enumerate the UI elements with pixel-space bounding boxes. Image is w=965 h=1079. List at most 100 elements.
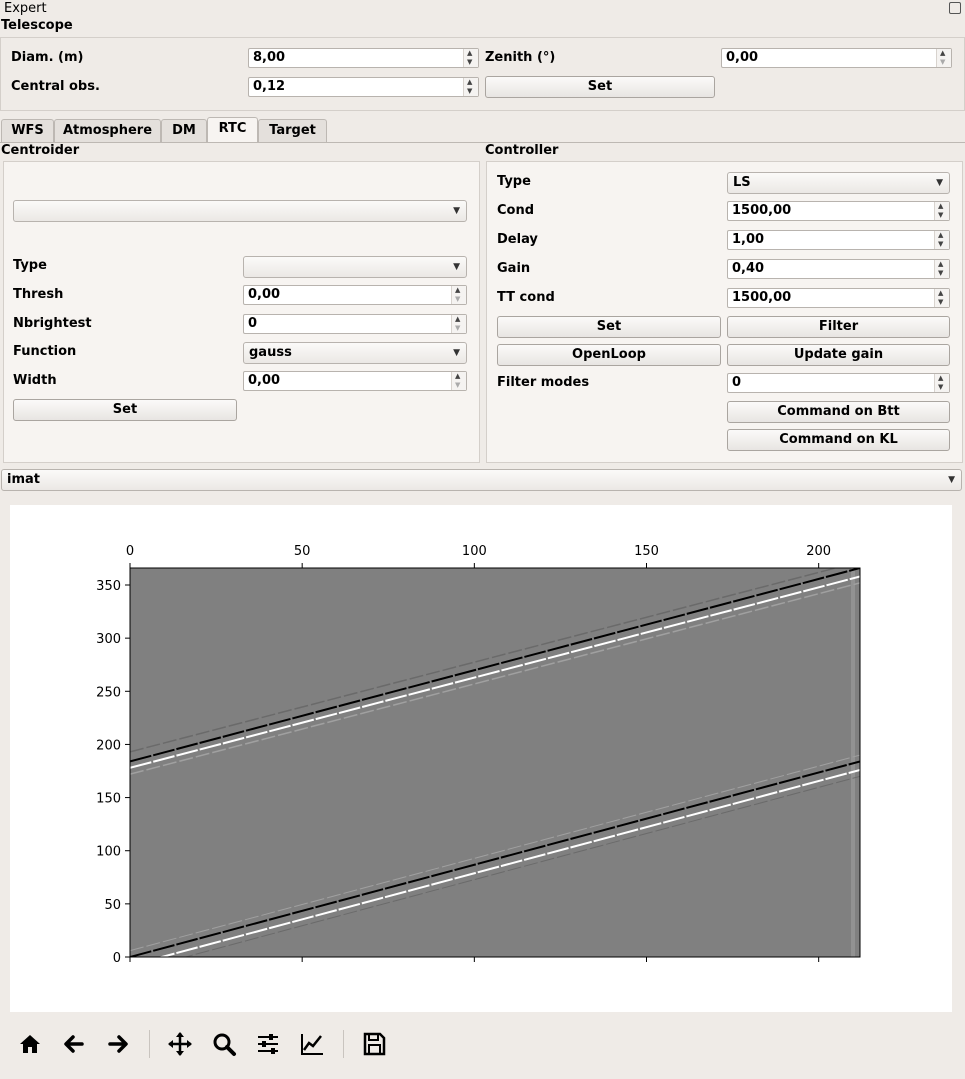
diam-spinbox[interactable]: 8,00 ▲ ▼ bbox=[248, 48, 479, 68]
x-tick-label: 0 bbox=[126, 544, 134, 559]
subplots-config-icon[interactable] bbox=[254, 1030, 282, 1058]
filter-button[interactable]: Filter bbox=[727, 316, 950, 338]
chevron-down-icon: ▼ bbox=[948, 475, 955, 485]
update-gain-button[interactable]: Update gain bbox=[727, 344, 950, 366]
filter-modes-spinbox[interactable]: 0 ▲ ▼ bbox=[727, 373, 950, 393]
diam-value: 8,00 bbox=[253, 50, 286, 65]
tab-wfs[interactable]: WFS bbox=[1, 119, 54, 142]
nbrightest-label: Nbrightest bbox=[13, 316, 92, 331]
plot-selector[interactable]: imat ▼ bbox=[1, 469, 962, 491]
cond-spinbox[interactable]: 1500,00 ▲ ▼ bbox=[727, 201, 950, 221]
toolbar-separator bbox=[149, 1030, 150, 1058]
gain-value: 0,40 bbox=[732, 261, 765, 276]
y-tick-label: 100 bbox=[96, 845, 121, 860]
y-tick-label: 300 bbox=[96, 632, 121, 647]
delay-value: 1,00 bbox=[732, 232, 765, 247]
faint-band bbox=[130, 582, 860, 775]
float-window-icon[interactable] bbox=[949, 2, 961, 14]
save-icon[interactable] bbox=[360, 1030, 388, 1058]
centroider-set-button[interactable]: Set bbox=[13, 399, 237, 421]
x-tick-label: 200 bbox=[806, 544, 831, 559]
controller-type-select[interactable]: LS ▼ bbox=[727, 172, 950, 194]
ttcond-spinbox[interactable]: 1500,00 ▲ ▼ bbox=[727, 288, 950, 308]
centroider-type-label: Type bbox=[13, 258, 47, 273]
y-tick-label: 150 bbox=[96, 792, 121, 807]
spin-arrows[interactable]: ▲ ▼ bbox=[936, 49, 951, 67]
thresh-spinbox[interactable]: 0,00 ▲ ▼ bbox=[243, 285, 467, 305]
imat-band-lower bbox=[130, 760, 860, 957]
gain-spinbox[interactable]: 0,40 ▲ ▼ bbox=[727, 259, 950, 279]
chevron-down-icon: ▼ bbox=[453, 206, 460, 216]
cond-label: Cond bbox=[497, 203, 535, 218]
gain-label: Gain bbox=[497, 261, 531, 276]
plot-toolbar bbox=[0, 1020, 965, 1070]
nbrightest-spinbox[interactable]: 0 ▲ ▼ bbox=[243, 314, 467, 334]
cond-value: 1500,00 bbox=[732, 203, 792, 218]
spin-arrows[interactable]: ▲ ▼ bbox=[463, 49, 478, 67]
spin-arrows[interactable]: ▲ ▼ bbox=[934, 260, 949, 278]
spin-arrows[interactable]: ▲ ▼ bbox=[463, 78, 478, 96]
function-value: gauss bbox=[249, 345, 292, 360]
x-tick-label: 100 bbox=[462, 544, 487, 559]
chevron-down-icon: ▼ bbox=[453, 348, 460, 358]
zoom-icon[interactable] bbox=[210, 1030, 238, 1058]
thresh-value: 0,00 bbox=[248, 287, 281, 302]
chevron-down-icon: ▼ bbox=[936, 178, 943, 188]
filter-modes-label: Filter modes bbox=[497, 375, 590, 390]
tab-atmosphere[interactable]: Atmosphere bbox=[54, 119, 161, 142]
spin-arrows[interactable]: ▲ ▼ bbox=[934, 231, 949, 249]
imat-band-upper bbox=[130, 568, 860, 763]
spin-arrows[interactable]: ▲ ▼ bbox=[451, 315, 466, 333]
back-arrow-icon[interactable] bbox=[60, 1030, 88, 1058]
width-value: 0,00 bbox=[248, 373, 281, 388]
ttcond-value: 1500,00 bbox=[732, 290, 792, 305]
spin-arrows[interactable]: ▲ ▼ bbox=[451, 286, 466, 304]
pan-icon[interactable] bbox=[166, 1030, 194, 1058]
nbrightest-value: 0 bbox=[248, 316, 258, 331]
spin-arrows[interactable]: ▲ ▼ bbox=[934, 202, 949, 220]
command-on-kl-button[interactable]: Command on KL bbox=[727, 429, 950, 451]
y-tick-label: 350 bbox=[96, 579, 121, 594]
thresh-label: Thresh bbox=[13, 287, 64, 302]
width-spinbox[interactable]: 0,00 ▲ ▼ bbox=[243, 371, 467, 391]
x-tick-label: 50 bbox=[294, 544, 311, 559]
zenith-label: Zenith (°) bbox=[485, 50, 556, 65]
command-on-btt-button[interactable]: Command on Btt bbox=[727, 401, 950, 423]
controller-title: Controller bbox=[485, 143, 559, 158]
zenith-value: 0,00 bbox=[726, 50, 759, 65]
tab-target[interactable]: Target bbox=[258, 119, 327, 142]
spin-arrows[interactable]: ▲ ▼ bbox=[934, 374, 949, 392]
imat-band-upper bbox=[130, 575, 860, 769]
home-icon[interactable] bbox=[16, 1030, 44, 1058]
controller-type-label: Type bbox=[497, 174, 531, 189]
toolbar-separator bbox=[343, 1030, 344, 1058]
spin-arrows[interactable]: ▲ ▼ bbox=[451, 372, 466, 390]
centroider-type-select[interactable]: ▼ bbox=[243, 256, 467, 278]
heatmap-image bbox=[130, 568, 860, 957]
central-obs-label: Central obs. bbox=[11, 79, 100, 94]
zenith-spinbox[interactable]: 0,00 ▲ ▼ bbox=[721, 48, 952, 68]
faint-band bbox=[183, 775, 860, 957]
forward-arrow-icon[interactable] bbox=[104, 1030, 132, 1058]
y-tick-label: 250 bbox=[96, 685, 121, 700]
function-select[interactable]: gauss ▼ bbox=[243, 342, 467, 364]
centroider-title: Centroider bbox=[1, 143, 80, 158]
imat-band-lower bbox=[157, 768, 860, 957]
filter-modes-value: 0 bbox=[732, 375, 742, 390]
y-tick-label: 50 bbox=[104, 898, 121, 913]
tab-pane-border bbox=[0, 142, 965, 143]
tab-rtc[interactable]: RTC bbox=[207, 117, 258, 143]
delay-spinbox[interactable]: 1,00 ▲ ▼ bbox=[727, 230, 950, 250]
controller-set-button[interactable]: Set bbox=[497, 316, 721, 338]
spin-arrows[interactable]: ▲ ▼ bbox=[934, 289, 949, 307]
faint-band bbox=[130, 568, 839, 753]
central-obs-value: 0,12 bbox=[253, 79, 286, 94]
centroider-selector[interactable]: ▼ bbox=[13, 200, 467, 222]
telescope-section-title: Telescope bbox=[1, 18, 73, 33]
telescope-set-button[interactable]: Set bbox=[485, 76, 715, 98]
openloop-button[interactable]: OpenLoop bbox=[497, 344, 721, 366]
tab-dm[interactable]: DM bbox=[161, 119, 207, 142]
edit-curves-icon[interactable] bbox=[298, 1030, 326, 1058]
central-obs-spinbox[interactable]: 0,12 ▲ ▼ bbox=[248, 77, 479, 97]
